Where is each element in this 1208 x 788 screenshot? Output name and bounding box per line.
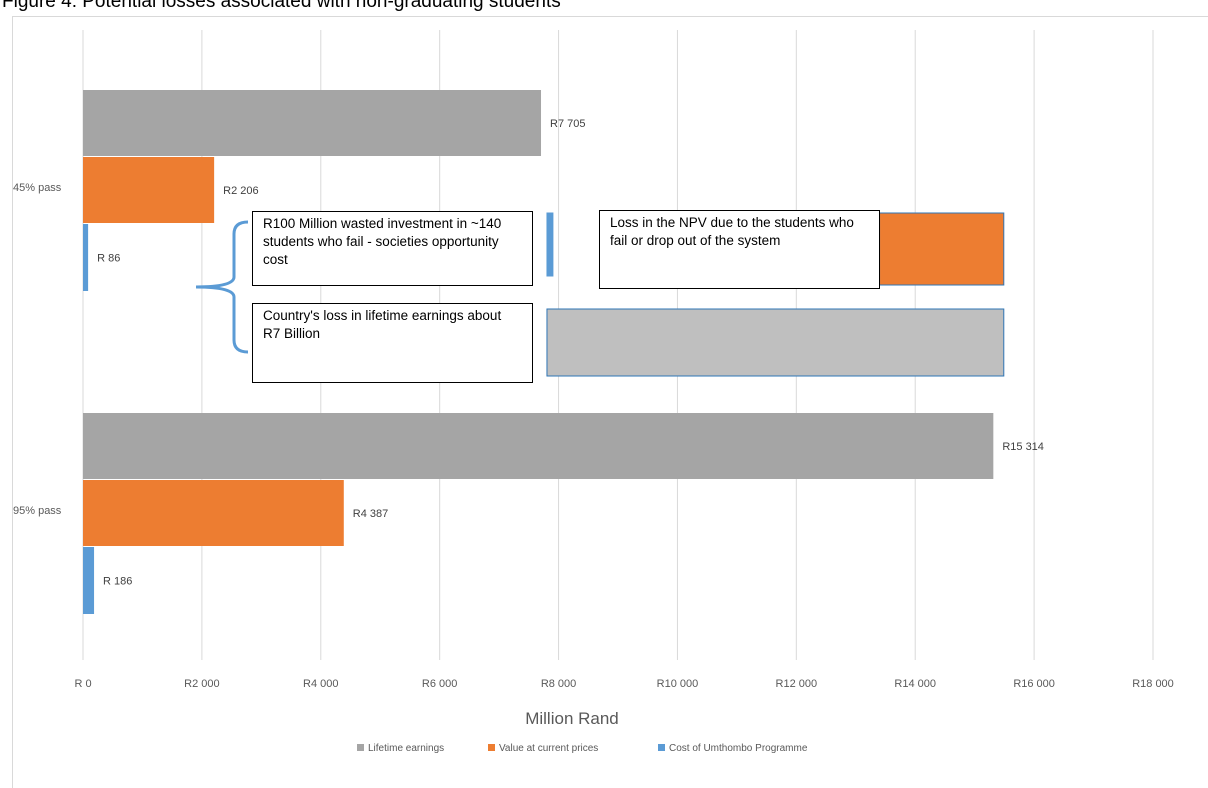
x-tick-label: R6 000 bbox=[422, 678, 457, 690]
x-tick-label: R18 000 bbox=[1132, 678, 1174, 690]
difference-bars bbox=[546, 212, 1005, 377]
data-label: R7 705 bbox=[550, 118, 585, 130]
difference-bar-cost-diff bbox=[546, 212, 554, 277]
bar-lifetime-earnings-95 bbox=[83, 413, 994, 479]
data-label: R2 206 bbox=[223, 185, 258, 197]
legend-label: Value at current prices bbox=[499, 743, 598, 754]
legend-swatch bbox=[658, 744, 665, 751]
x-tick-label: R8 000 bbox=[541, 678, 576, 690]
data-label: R 86 bbox=[97, 253, 120, 265]
x-tick-label: R4 000 bbox=[303, 678, 338, 690]
category-label: 45% pass bbox=[13, 182, 62, 194]
bar-value-at-current-prices-95 bbox=[83, 480, 344, 546]
x-tick-label: R12 000 bbox=[776, 678, 818, 690]
difference-bar-lifetime-diff bbox=[546, 308, 1005, 377]
data-label: R15 314 bbox=[1002, 441, 1044, 453]
bar-cost-of-umthombo-programme-95 bbox=[83, 547, 95, 614]
legend-swatch bbox=[357, 744, 364, 751]
data-labels: R7 705 R15 314 R2 206 R4 387 R 86 R 186 bbox=[97, 118, 1044, 588]
x-tick-label: R14 000 bbox=[894, 678, 936, 690]
legend-swatch bbox=[488, 744, 495, 751]
x-tick-label: R16 000 bbox=[1013, 678, 1055, 690]
bars bbox=[83, 90, 994, 614]
x-axis-title: Million Rand bbox=[525, 709, 619, 728]
legend-label: Lifetime earnings bbox=[368, 743, 444, 754]
brace bbox=[195, 220, 249, 354]
x-tick-label: R2 000 bbox=[184, 678, 219, 690]
chart-frame bbox=[12, 16, 1208, 788]
annotation-npv-loss: Loss in the NPV due to the students who … bbox=[599, 210, 880, 289]
bar-cost-of-umthombo-programme-45 bbox=[83, 224, 89, 291]
annotation-lifetime-loss: Country's loss in lifetime earnings abou… bbox=[252, 303, 533, 383]
legend: Lifetime earnings Value at current prices… bbox=[357, 743, 808, 754]
category-label: 95% pass bbox=[13, 505, 62, 517]
difference-bar-npv-diff bbox=[879, 212, 1005, 286]
x-tick-label: R 0 bbox=[74, 678, 91, 690]
data-label: R 186 bbox=[103, 576, 132, 588]
bar-value-at-current-prices-45 bbox=[83, 157, 215, 223]
annotation-wasted-investment: R100 Million wasted investment in ~140 s… bbox=[252, 211, 533, 286]
x-tick-labels: R 0 R2 000 R4 000 R6 000 R8 000 R10 000 R12 00… bbox=[74, 678, 1173, 690]
bar-lifetime-earnings-45 bbox=[83, 90, 542, 156]
data-label: R4 387 bbox=[353, 508, 388, 520]
x-tick-label: R10 000 bbox=[657, 678, 699, 690]
category-labels: 45% pass 95% pass bbox=[13, 182, 62, 517]
legend-label: Cost of Umthombo Programme bbox=[669, 743, 808, 754]
figure-title: Figure 4: Potential losses associated wi… bbox=[2, 0, 561, 12]
